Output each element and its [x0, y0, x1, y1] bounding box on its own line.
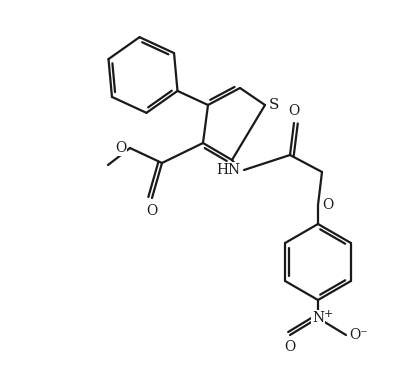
Text: O: O: [322, 198, 333, 212]
Text: O: O: [147, 204, 158, 218]
Text: O: O: [284, 340, 295, 354]
Text: N: N: [312, 311, 324, 325]
Text: O⁻: O⁻: [349, 328, 368, 342]
Text: HN: HN: [216, 163, 240, 177]
Text: O: O: [289, 104, 300, 118]
Text: S: S: [269, 98, 279, 112]
Text: O: O: [115, 141, 126, 155]
Text: +: +: [324, 309, 333, 319]
